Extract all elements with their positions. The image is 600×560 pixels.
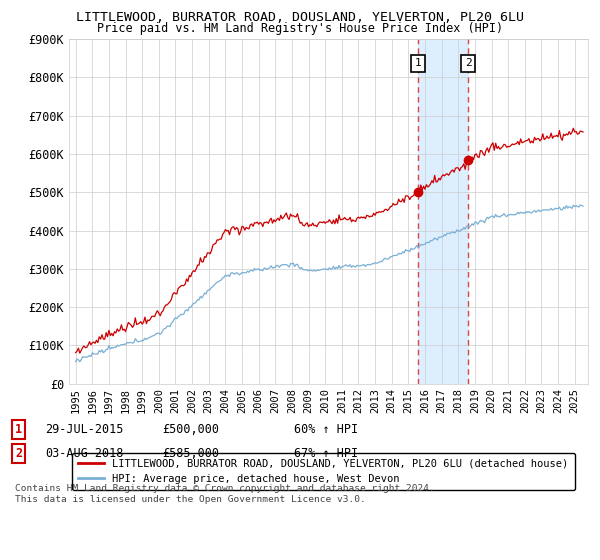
Text: 60% ↑ HPI: 60% ↑ HPI [294,423,358,436]
Text: 1: 1 [415,58,421,68]
Text: 67% ↑ HPI: 67% ↑ HPI [294,447,358,460]
Bar [418,39,468,384]
Text: 29-JUL-2015: 29-JUL-2015 [45,423,124,436]
Text: 2: 2 [15,447,22,460]
Text: Price paid vs. HM Land Registry's House Price Index (HPI): Price paid vs. HM Land Registry's House … [97,22,503,35]
Text: LITTLEWOOD, BURRATOR ROAD, DOUSLAND, YELVERTON, PL20 6LU: LITTLEWOOD, BURRATOR ROAD, DOUSLAND, YEL… [76,11,524,24]
Text: 03-AUG-2018: 03-AUG-2018 [45,447,124,460]
Text: 2: 2 [464,58,472,68]
Text: 1: 1 [15,423,22,436]
Text: £585,000: £585,000 [162,447,219,460]
Legend: LITTLEWOOD, BURRATOR ROAD, DOUSLAND, YELVERTON, PL20 6LU (detached house), HPI: : LITTLEWOOD, BURRATOR ROAD, DOUSLAND, YEL… [71,452,575,490]
Text: Contains HM Land Registry data © Crown copyright and database right 2024.
This d: Contains HM Land Registry data © Crown c… [15,484,435,504]
Text: £500,000: £500,000 [162,423,219,436]
